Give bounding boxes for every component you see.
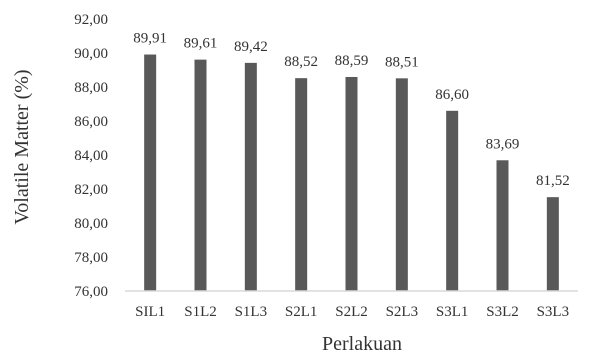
bar [295, 78, 308, 291]
bar [244, 62, 257, 291]
data-label: 89,42 [234, 39, 268, 55]
y-tick-label: 80,00 [74, 216, 108, 232]
bar [144, 54, 157, 291]
bar [345, 76, 358, 291]
y-tick-label: 82,00 [74, 182, 108, 198]
y-tick-label: 88,00 [74, 80, 108, 96]
data-label: 81,52 [536, 173, 570, 189]
x-tick-label: S3L1 [436, 304, 469, 320]
x-tick-label: SIL1 [135, 304, 165, 320]
data-label: 89,61 [184, 36, 218, 52]
y-tick-label: 76,00 [74, 284, 108, 300]
y-tick-label: 78,00 [74, 250, 108, 266]
bar [446, 110, 459, 291]
data-label: 88,52 [284, 54, 318, 70]
y-tick-label: 84,00 [74, 148, 108, 164]
x-tick-label: S3L2 [486, 304, 519, 320]
data-label: 86,60 [435, 87, 469, 103]
y-tick-label: 90,00 [74, 46, 108, 62]
data-label: 89,91 [133, 31, 167, 47]
x-tick-label: S1L3 [235, 304, 268, 320]
data-label: 83,69 [486, 136, 520, 152]
y-tick-label: 86,00 [74, 114, 108, 130]
x-tick-label: S3L3 [537, 304, 570, 320]
data-label: 88,59 [335, 53, 369, 69]
x-axis-title: Perlakuan [322, 333, 402, 355]
data-label: 88,51 [385, 54, 419, 70]
bar [194, 59, 207, 291]
y-tick-label: 92,00 [74, 12, 108, 28]
bar [546, 197, 559, 291]
x-tick-label: S2L3 [386, 304, 419, 320]
x-tick-label: S1L2 [184, 304, 217, 320]
bar [395, 78, 408, 291]
bar [496, 160, 509, 291]
y-axis-title: Volatile Matter (%) [11, 69, 33, 224]
x-tick-label: S2L1 [285, 304, 318, 320]
x-tick-label: S2L2 [335, 304, 368, 320]
